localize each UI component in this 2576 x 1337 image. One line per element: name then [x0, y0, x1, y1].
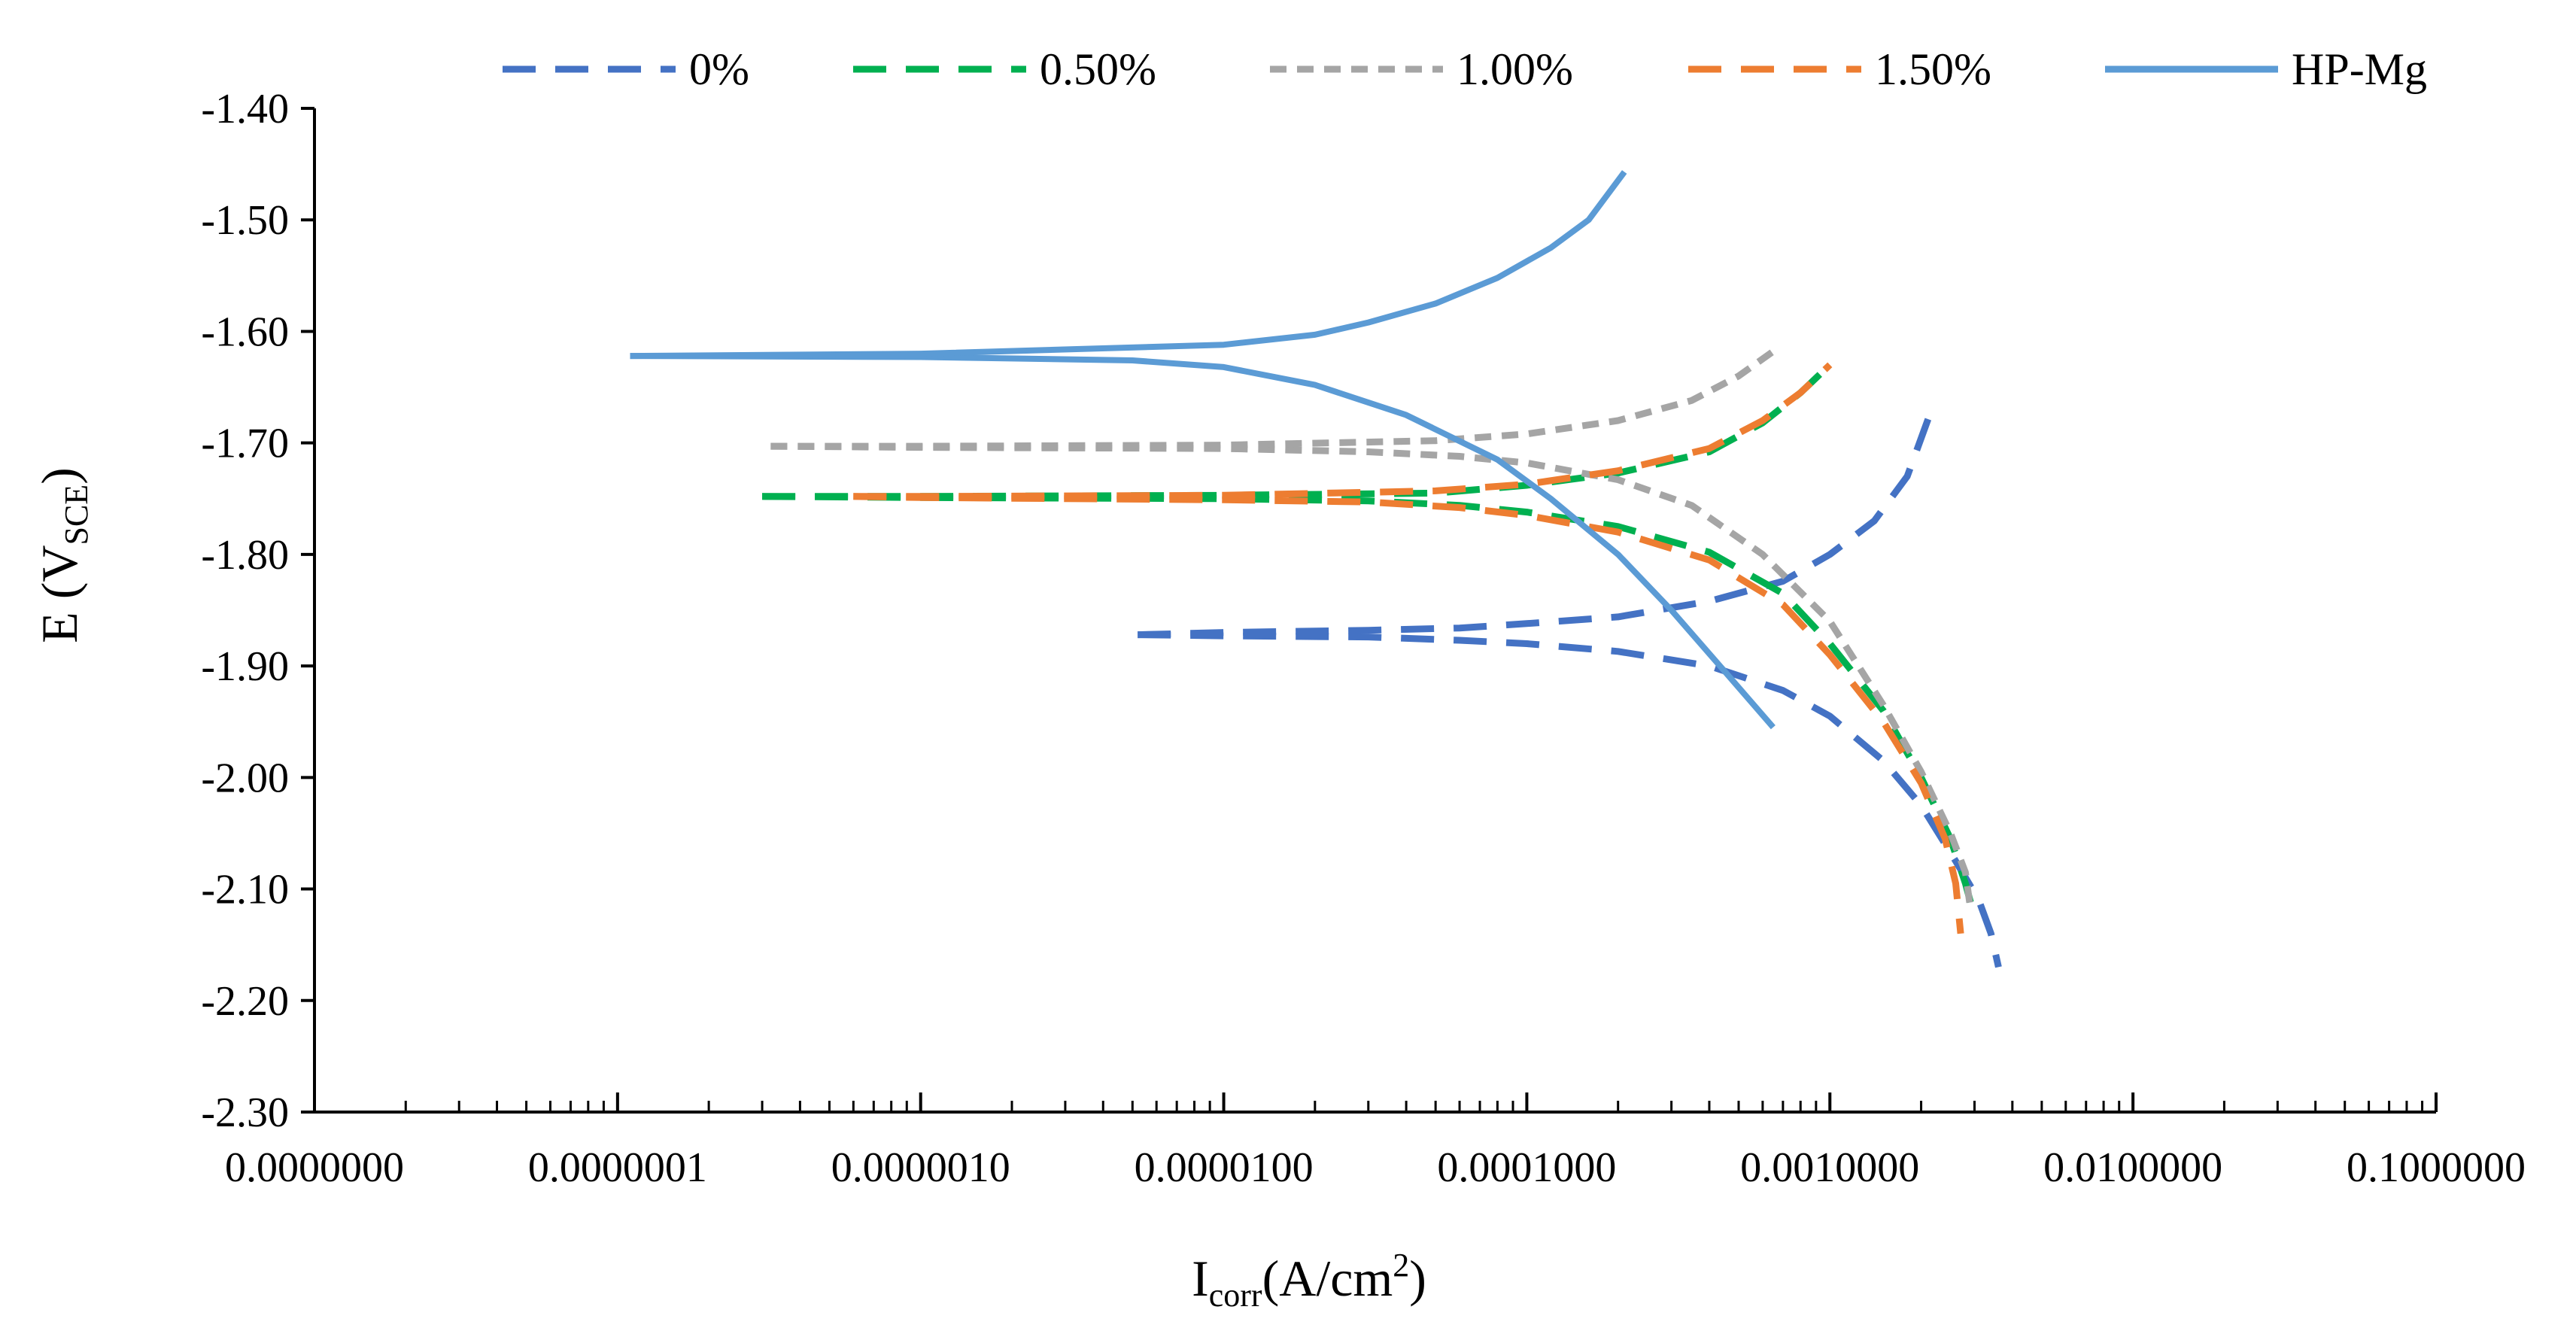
- x-axis-title: Icorr(A/cm2): [1192, 1247, 1426, 1314]
- series-line-anodic: [770, 348, 1776, 450]
- legend-label: 0.50%: [1040, 44, 1156, 94]
- x-tick-label: 0.0001000: [1437, 1144, 1616, 1191]
- axes-layer: [313, 108, 2436, 1114]
- series-line-cathodic: [853, 493, 1964, 934]
- y-tick-label: -2.30: [201, 1089, 289, 1136]
- y-tick-label: -1.70: [201, 421, 289, 467]
- legend-label: 1.00%: [1457, 44, 1573, 94]
- y-tick-label: -1.50: [201, 197, 289, 244]
- legend-label: HP-Mg: [2292, 44, 2427, 94]
- series-line-cathodic: [630, 353, 1776, 730]
- y-tick-label: -1.60: [201, 308, 289, 355]
- y-axis-title: E (VSCE): [31, 467, 95, 643]
- series-0.50%: [762, 362, 1978, 918]
- series-HP-Mg: [630, 170, 1776, 730]
- y-tick-label: -1.40: [201, 86, 289, 132]
- x-tick-label: 0.0010000: [1740, 1144, 1919, 1191]
- series-line-cathodic: [1138, 631, 2002, 968]
- x-tick-label: 0.0000010: [831, 1144, 1010, 1191]
- legend-label: 1.50%: [1875, 44, 1991, 94]
- series-line-anodic: [630, 170, 1627, 360]
- series-line-cathodic: [770, 442, 1974, 907]
- x-tick-label: 0.1000000: [2347, 1144, 2526, 1191]
- y-tick-label: -2.20: [201, 978, 289, 1025]
- ticks-layer: -1.40 -1.50 -1.60 -1.70 -1.80 -1.90 -2.00 -2.10…: [201, 86, 2526, 1191]
- y-tick-label: -2.00: [201, 755, 289, 801]
- y-tick-label: -2.10: [201, 867, 289, 913]
- series-layer: [630, 170, 2002, 968]
- y-tick-label: -1.90: [201, 643, 289, 690]
- x-tick-label: 0.0000000: [225, 1144, 404, 1191]
- series-line-anodic: [1138, 403, 1937, 639]
- series-1.00%: [770, 348, 1974, 907]
- x-tick-label: 0.0000100: [1135, 1144, 1314, 1191]
- series-line-anodic: [853, 362, 1833, 500]
- series-line-cathodic: [762, 493, 1978, 918]
- series-line-anodic: [762, 362, 1833, 500]
- x-tick-label: 0.0100000: [2043, 1144, 2222, 1191]
- y-tick-label: -1.80: [201, 532, 289, 579]
- legend: 0% 0.50% 1.00% 1.50% HP-Mg: [503, 44, 2427, 94]
- legend-label: 0%: [689, 44, 749, 94]
- series-0%: [1138, 403, 2002, 968]
- series-1.50%: [853, 362, 1964, 934]
- x-tick-label: 0.0000001: [528, 1144, 707, 1191]
